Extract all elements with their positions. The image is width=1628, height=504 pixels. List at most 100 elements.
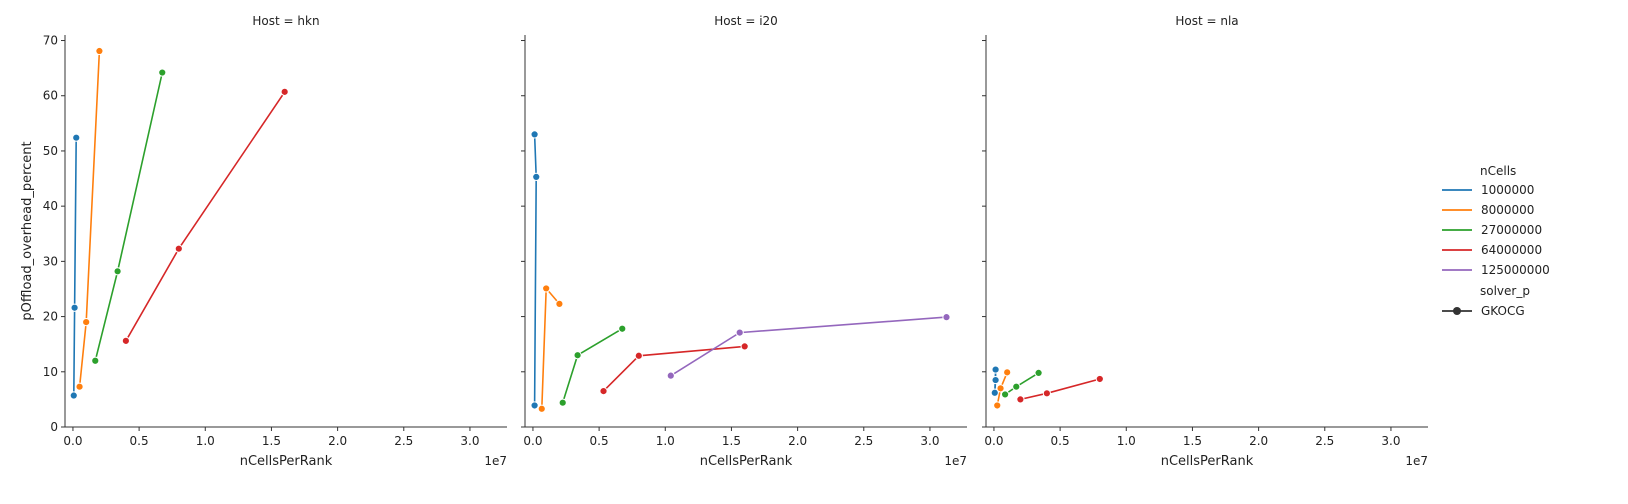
data-point-64000000 bbox=[121, 336, 130, 345]
data-point-64000000 bbox=[599, 387, 608, 396]
legend-label: 8000000 bbox=[1481, 203, 1534, 217]
data-point-64000000 bbox=[1016, 395, 1025, 404]
x-tick-label: 2.5 bbox=[854, 434, 873, 448]
legend-title: nCells bbox=[1480, 164, 1516, 178]
data-point-8000000 bbox=[542, 284, 551, 293]
legend-label: 64000000 bbox=[1481, 243, 1542, 257]
data-point-1000000 bbox=[532, 172, 541, 181]
legend: nCells 1000000 8000000 27000000 64000000 1250… bbox=[1442, 164, 1550, 318]
data-point-64000000 bbox=[1095, 374, 1104, 384]
x-tick-label: 2.0 bbox=[788, 434, 807, 448]
x-tick-label: 0.0 bbox=[63, 434, 82, 448]
data-point-27000000 bbox=[1034, 368, 1043, 377]
legend-style-label: GKOCG bbox=[1481, 304, 1525, 318]
data-point-125000000 bbox=[942, 313, 951, 322]
x-tick-label: 1.0 bbox=[1117, 434, 1136, 448]
x-tick-label: 2.5 bbox=[1315, 434, 1334, 448]
x-offset-text: 1e7 bbox=[944, 454, 967, 468]
x-axis-label: nCellsPerRank bbox=[240, 454, 333, 469]
x-tick-label: 2.5 bbox=[394, 434, 413, 448]
series-line-8000000 bbox=[78, 50, 101, 387]
x-axis-label: nCellsPerRank bbox=[700, 454, 793, 469]
series-line-125000000 bbox=[670, 316, 947, 377]
data-point-1000000 bbox=[70, 303, 79, 312]
y-tick-label: 30 bbox=[43, 254, 58, 268]
x-tick-label: 0.0 bbox=[984, 434, 1003, 448]
data-point-27000000 bbox=[558, 398, 567, 407]
data-point-27000000 bbox=[91, 356, 100, 365]
data-point-27000000 bbox=[1012, 382, 1021, 391]
data-point-27000000 bbox=[573, 351, 582, 360]
series-line-27000000 bbox=[94, 72, 164, 361]
data-point-1000000 bbox=[990, 388, 999, 397]
x-tick-label: 2.0 bbox=[1249, 434, 1268, 448]
panel-title: Host = nla bbox=[1175, 14, 1238, 28]
y-tick-label: 10 bbox=[43, 365, 58, 379]
y-tick-label: 50 bbox=[43, 144, 58, 158]
data-point-1000000 bbox=[991, 365, 1000, 374]
data-point-1000000 bbox=[69, 391, 78, 400]
x-tick-label: 0.5 bbox=[590, 434, 609, 448]
legend-style-title: solver_p bbox=[1480, 284, 1530, 298]
data-point-64000000 bbox=[740, 342, 749, 351]
data-point-64000000 bbox=[1042, 389, 1051, 398]
data-point-8000000 bbox=[555, 299, 564, 308]
x-offset-text: 1e7 bbox=[1405, 454, 1428, 468]
facet-panel-0: 0 10 20 30 40 50 60 70 0.0 0.5 1.0 1.5 2.0 2.5 3.0 1e7 H… bbox=[20, 14, 507, 469]
data-point-64000000 bbox=[280, 87, 289, 96]
panel-title: Host = hkn bbox=[252, 14, 319, 28]
y-tick-label: 60 bbox=[43, 89, 58, 103]
x-tick-label: 1.0 bbox=[196, 434, 215, 448]
x-tick-label: 3.0 bbox=[920, 434, 939, 448]
y-tick-label: 0 bbox=[50, 420, 58, 434]
legend-label: 27000000 bbox=[1481, 223, 1542, 237]
x-tick-label: 0.5 bbox=[1051, 434, 1070, 448]
x-tick-label: 0.0 bbox=[523, 434, 542, 448]
series-line-27000000 bbox=[1004, 372, 1040, 396]
data-point-8000000 bbox=[993, 401, 1002, 410]
facet-panel-2: 0.0 0.5 1.0 1.5 2.0 2.5 3.0 1e7 Host = nla nCells… bbox=[982, 14, 1428, 469]
data-point-8000000 bbox=[82, 317, 91, 327]
data-point-27000000 bbox=[158, 68, 167, 77]
x-tick-label: 1.0 bbox=[656, 434, 675, 448]
x-tick-label: 1.5 bbox=[722, 434, 741, 448]
x-tick-label: 3.0 bbox=[1381, 434, 1400, 448]
facet-panel-1: 0.0 0.5 1.0 1.5 2.0 2.5 3.0 1e7 Host = i20 nCells… bbox=[521, 14, 967, 469]
x-tick-label: 0.5 bbox=[130, 434, 149, 448]
legend-label: 1000000 bbox=[1481, 183, 1534, 197]
data-point-1000000 bbox=[530, 130, 539, 139]
x-tick-label: 2.0 bbox=[328, 434, 347, 448]
y-tick-label: 40 bbox=[43, 199, 58, 213]
legend-style-marker bbox=[1453, 307, 1461, 315]
data-point-27000000 bbox=[113, 267, 122, 276]
data-point-8000000 bbox=[1003, 368, 1012, 377]
y-tick-label: 70 bbox=[43, 34, 58, 48]
y-axis-label: pOffload_overhead_percent bbox=[20, 141, 35, 320]
series-line-1000000 bbox=[73, 137, 77, 396]
x-tick-label: 3.0 bbox=[460, 434, 479, 448]
x-tick-label: 1.5 bbox=[1183, 434, 1202, 448]
data-point-1000000 bbox=[72, 133, 81, 142]
y-tick-label: 20 bbox=[43, 310, 58, 324]
data-point-125000000 bbox=[735, 328, 744, 337]
x-offset-text: 1e7 bbox=[484, 454, 507, 468]
data-point-1000000 bbox=[991, 375, 1000, 385]
series-line-27000000 bbox=[561, 328, 623, 403]
data-point-64000000 bbox=[634, 351, 643, 360]
series-line-64000000 bbox=[602, 345, 745, 392]
series-line-64000000 bbox=[1020, 378, 1101, 401]
panel-title: Host = i20 bbox=[714, 14, 778, 28]
data-point-64000000 bbox=[174, 244, 183, 253]
data-point-125000000 bbox=[666, 371, 675, 380]
legend-label: 125000000 bbox=[1481, 263, 1550, 277]
data-point-1000000 bbox=[530, 401, 539, 410]
data-point-8000000 bbox=[75, 382, 84, 391]
x-tick-label: 1.5 bbox=[262, 434, 281, 448]
x-axis-label: nCellsPerRank bbox=[1161, 454, 1254, 469]
data-point-8000000 bbox=[996, 384, 1005, 393]
data-point-8000000 bbox=[95, 46, 104, 56]
data-point-27000000 bbox=[1001, 390, 1010, 399]
data-point-8000000 bbox=[537, 404, 546, 413]
